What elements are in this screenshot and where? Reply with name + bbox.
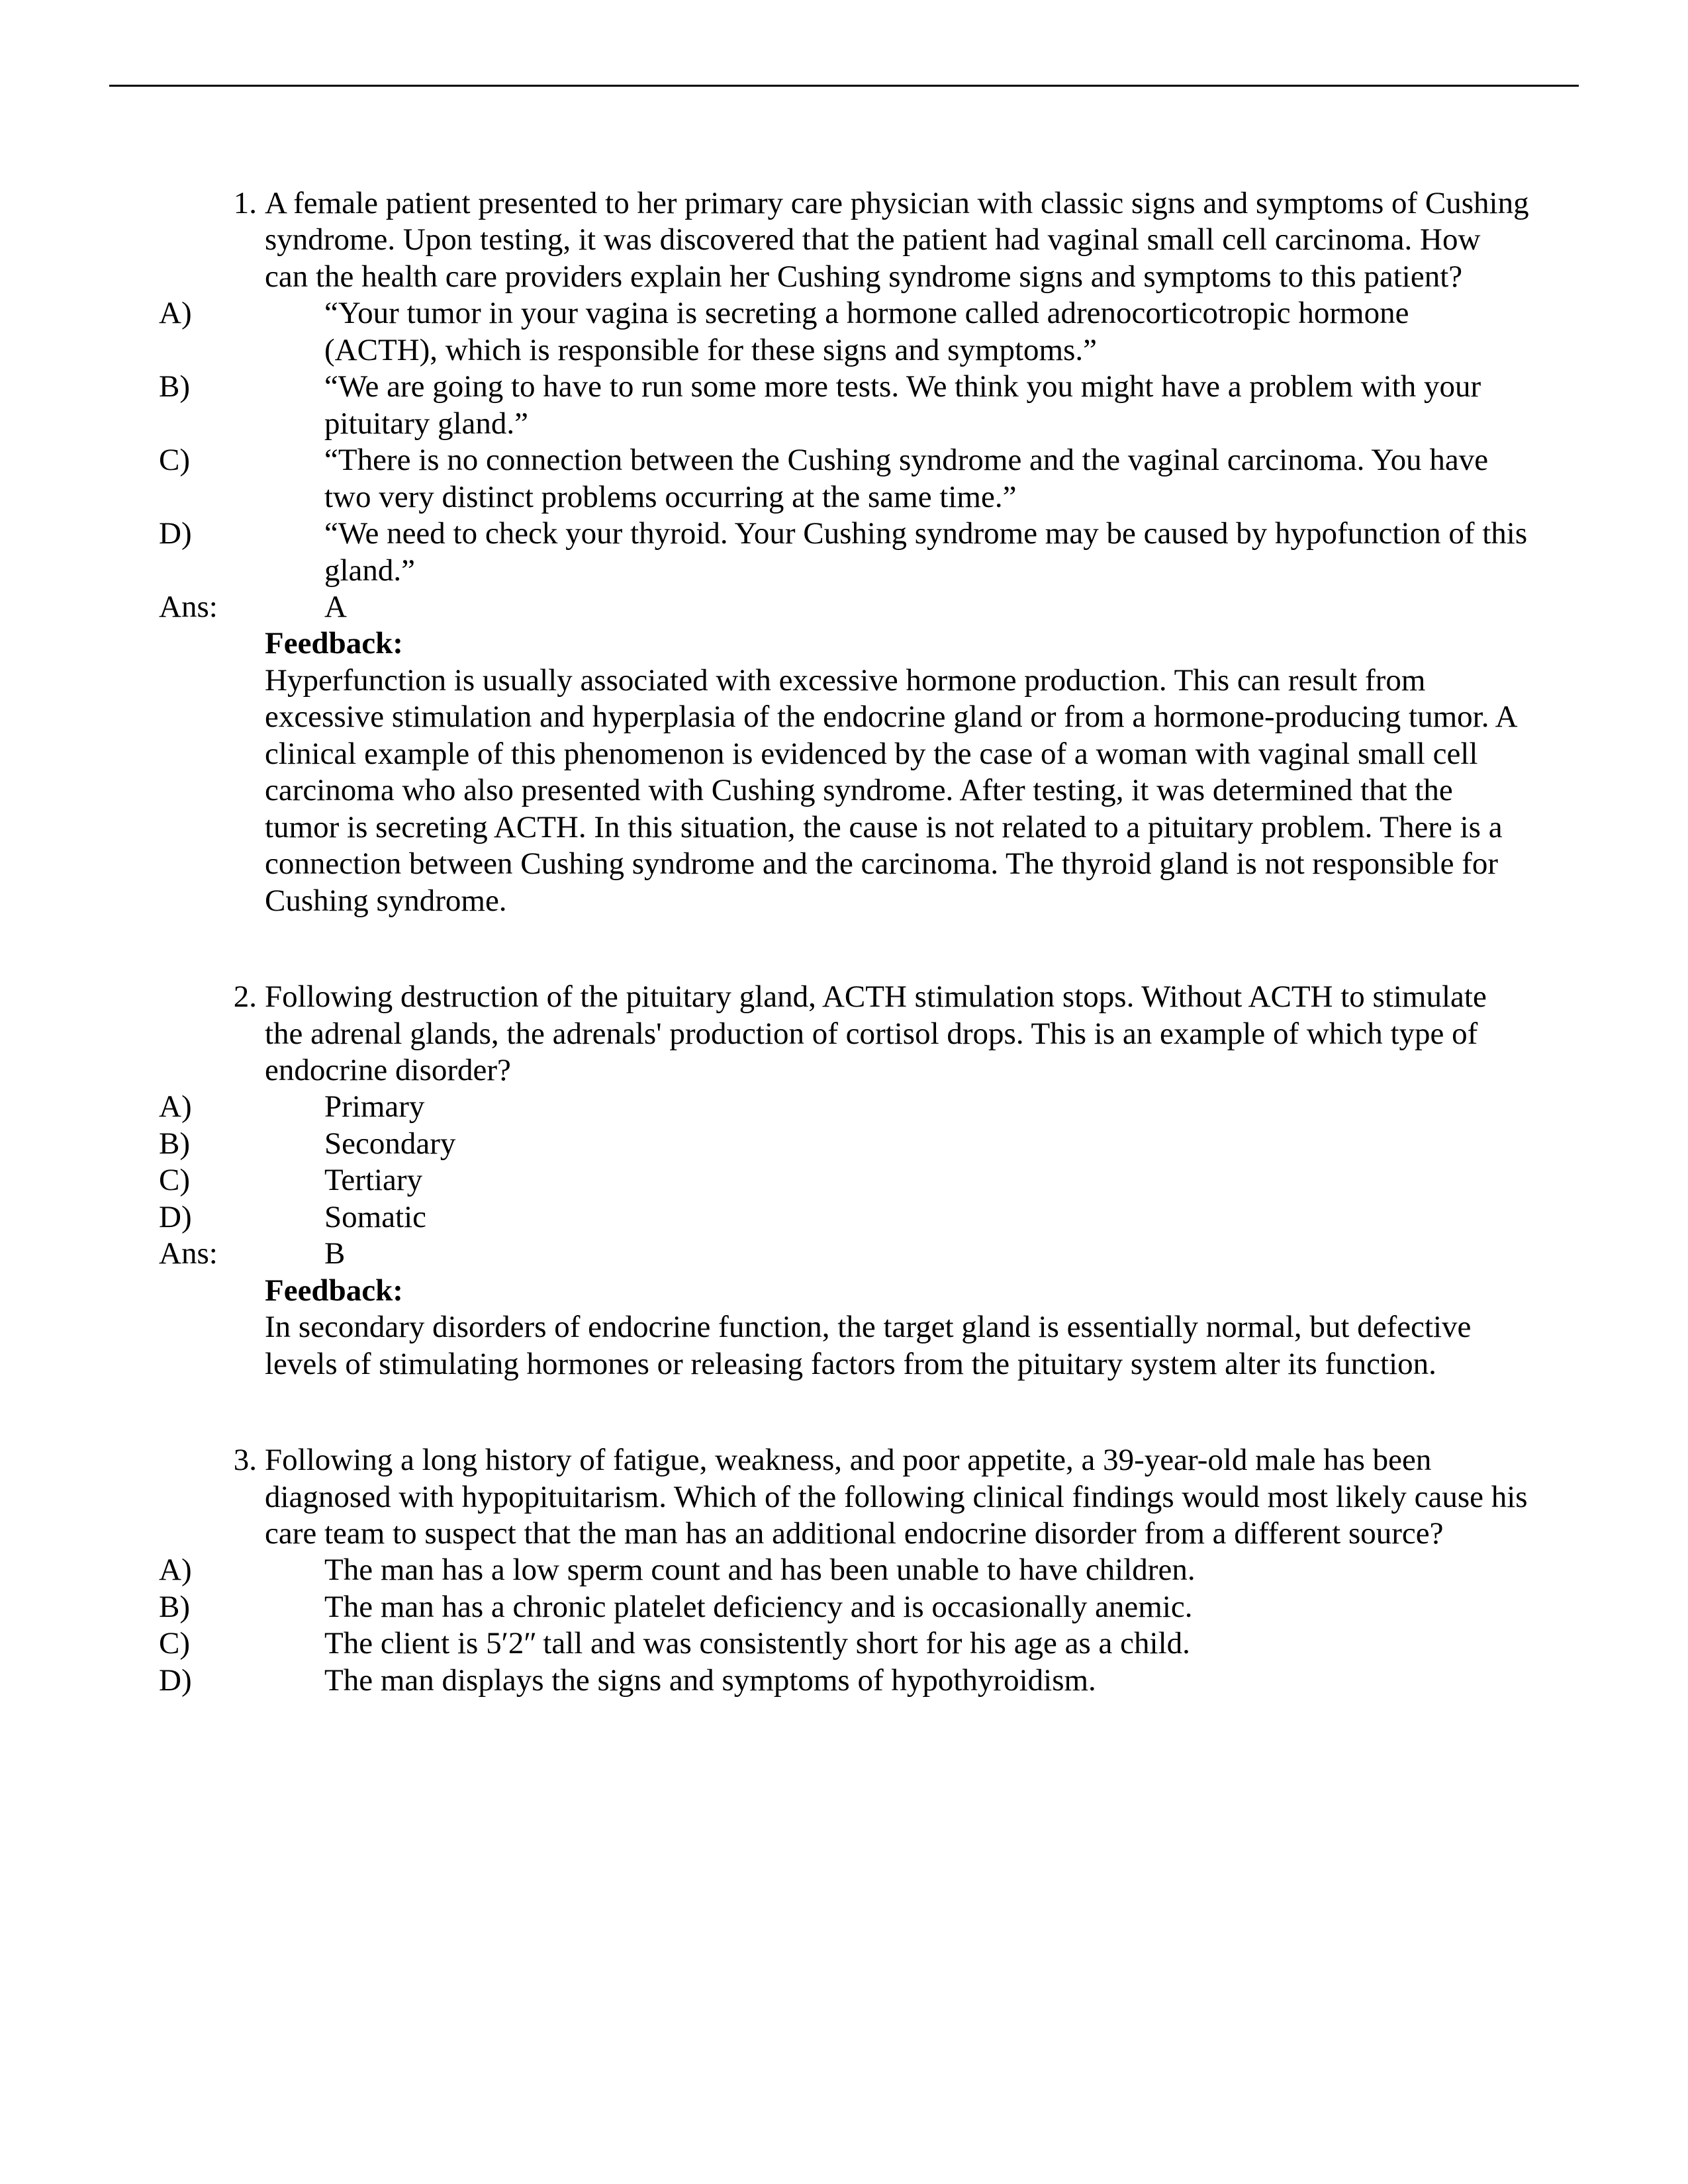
- option-letter: B): [159, 1126, 218, 1162]
- question-number: 2.: [218, 979, 265, 1015]
- question-stem-row: 1. A female patient presented to her pri…: [159, 185, 1529, 295]
- option-text: “We are going to have to run some more t…: [324, 369, 1529, 442]
- option-letter: A): [159, 295, 218, 332]
- content-area: 1. A female patient presented to her pri…: [159, 185, 1529, 1699]
- question-block: 3. Following a long history of fatigue, …: [159, 1442, 1529, 1699]
- option-letter: A): [159, 1552, 218, 1588]
- question-stem-row: 3. Following a long history of fatigue, …: [159, 1442, 1529, 1552]
- option-letter: D): [159, 1199, 218, 1236]
- question-stem: A female patient presented to her primar…: [265, 185, 1529, 295]
- option-row: D) The man displays the signs and sympto…: [159, 1662, 1529, 1699]
- option-text: “There is no connection between the Cush…: [324, 442, 1529, 516]
- answer-row: Ans: B: [159, 1236, 1529, 1272]
- option-row: B) The man has a chronic platelet defici…: [159, 1589, 1529, 1625]
- answer-value: A: [324, 589, 1529, 625]
- option-row: A) The man has a low sperm count and has…: [159, 1552, 1529, 1588]
- answer-value: B: [324, 1236, 1529, 1272]
- option-row: D) Somatic: [159, 1199, 1529, 1236]
- option-letter: D): [159, 1662, 218, 1699]
- page: 1. A female patient presented to her pri…: [0, 0, 1688, 2184]
- option-row: C) Tertiary: [159, 1162, 1529, 1199]
- option-letter: B): [159, 1589, 218, 1625]
- feedback-heading: Feedback:: [265, 625, 1529, 662]
- answer-label: Ans:: [159, 1236, 265, 1272]
- question-block: 2. Following destruction of the pituitar…: [159, 979, 1529, 1383]
- option-row: B) Secondary: [159, 1126, 1529, 1162]
- option-letter: A): [159, 1089, 218, 1125]
- feedback-heading: Feedback:: [265, 1273, 1529, 1309]
- question-number: 1.: [218, 185, 265, 222]
- option-letter: D): [159, 516, 218, 552]
- answer-row: Ans: A: [159, 589, 1529, 625]
- option-row: C) “There is no connection between the C…: [159, 442, 1529, 516]
- option-text: Tertiary: [324, 1162, 1529, 1199]
- option-text: Somatic: [324, 1199, 1529, 1236]
- feedback-block: Feedback: Hyperfunction is usually assoc…: [265, 625, 1529, 919]
- option-text: Secondary: [324, 1126, 1529, 1162]
- option-text: “Your tumor in your vagina is secreting …: [324, 295, 1529, 369]
- option-text: The man displays the signs and symptoms …: [324, 1662, 1529, 1699]
- question-stem-row: 2. Following destruction of the pituitar…: [159, 979, 1529, 1089]
- option-text: The man has a chronic platelet deficienc…: [324, 1589, 1529, 1625]
- option-letter: C): [159, 1162, 218, 1199]
- option-text: The client is 5ʹ2ʺ tall and was consiste…: [324, 1625, 1529, 1662]
- option-row: B) “We are going to have to run some mor…: [159, 369, 1529, 442]
- option-letter: C): [159, 442, 218, 478]
- option-row: D) “We need to check your thyroid. Your …: [159, 516, 1529, 589]
- option-text: “We need to check your thyroid. Your Cus…: [324, 516, 1529, 589]
- feedback-text: In secondary disorders of endocrine func…: [265, 1309, 1529, 1383]
- feedback-block: Feedback: In secondary disorders of endo…: [265, 1273, 1529, 1383]
- option-row: A) Primary: [159, 1089, 1529, 1125]
- question-stem: Following destruction of the pituitary g…: [265, 979, 1529, 1089]
- question-block: 1. A female patient presented to her pri…: [159, 185, 1529, 919]
- option-row: A) “Your tumor in your vagina is secreti…: [159, 295, 1529, 369]
- option-letter: B): [159, 369, 218, 405]
- option-text: Primary: [324, 1089, 1529, 1125]
- option-row: C) The client is 5ʹ2ʺ tall and was consi…: [159, 1625, 1529, 1662]
- answer-label: Ans:: [159, 589, 265, 625]
- question-number: 3.: [218, 1442, 265, 1479]
- header-rule: [109, 85, 1579, 87]
- option-text: The man has a low sperm count and has be…: [324, 1552, 1529, 1588]
- option-letter: C): [159, 1625, 218, 1662]
- question-stem: Following a long history of fatigue, wea…: [265, 1442, 1529, 1552]
- feedback-text: Hyperfunction is usually associated with…: [265, 662, 1529, 919]
